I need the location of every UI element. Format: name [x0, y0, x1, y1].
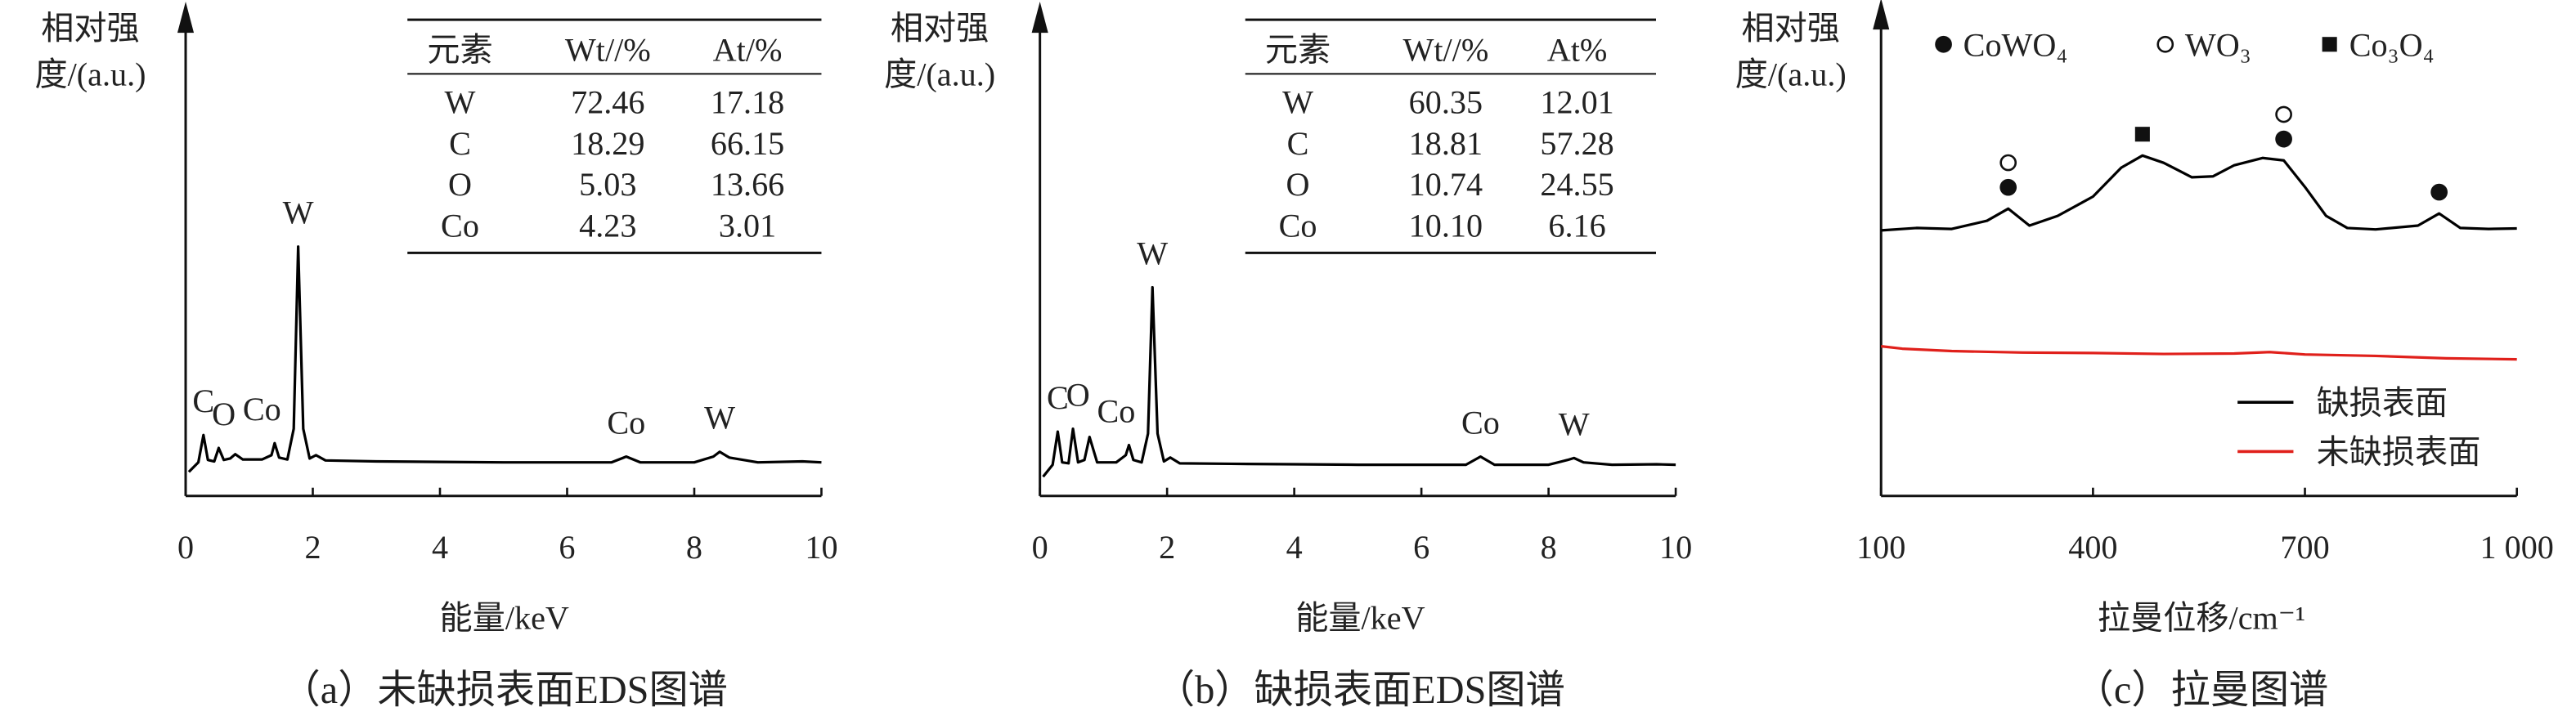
table-header: At% — [1547, 31, 1608, 68]
x-tick-label: 700 — [2280, 529, 2329, 566]
caption: （a）未缺损表面EDS图谱 — [281, 669, 728, 712]
table-cell: 12.01 — [1540, 84, 1613, 121]
table-cell: 10.10 — [1409, 207, 1483, 244]
peak-label: Co — [607, 405, 645, 441]
peak-label: C — [192, 383, 214, 419]
data-line — [187, 245, 822, 473]
peak-marker — [2275, 105, 2292, 123]
peak-marker — [1999, 178, 2017, 196]
table-cell: 18.81 — [1409, 125, 1483, 162]
table-cell: 18.29 — [571, 125, 644, 162]
x-axis-label: 拉曼位移/cm⁻¹ — [2098, 599, 2305, 636]
x-tick-label: 8 — [1541, 529, 1557, 566]
y-axis-arrow — [1873, 0, 1890, 30]
table-cell: 4.23 — [579, 207, 636, 244]
y-axis-label: 相对强 — [1741, 10, 1839, 47]
peak-marker — [2275, 130, 2292, 148]
x-tick-label: 100 — [1856, 529, 1905, 566]
x-tick-label: 0 — [177, 529, 194, 566]
peak-marker — [2430, 183, 2448, 201]
table-header: Wt//% — [1402, 31, 1488, 68]
phase-legend-label: WO₃ — [2185, 26, 2251, 63]
table-cell: 17.18 — [711, 84, 784, 121]
legend-label: 缺损表面 — [2317, 384, 2448, 421]
phase-legend-symbol — [2322, 37, 2337, 52]
table-header: At/% — [713, 31, 783, 68]
peak-label: Co — [1097, 392, 1136, 429]
legend-label: 未缺损表面 — [2317, 434, 2481, 471]
peak-label: O — [1066, 376, 1090, 413]
table-cell: 66.15 — [711, 125, 784, 162]
x-tick-label: 400 — [2068, 529, 2117, 566]
x-tick-label: 4 — [1286, 529, 1303, 566]
y-axis-label: 度/(a.u.) — [34, 56, 146, 92]
x-tick-label: 2 — [1159, 529, 1175, 566]
x-axis-label: 能量/keV — [440, 599, 569, 636]
y-axis-arrow — [177, 2, 195, 34]
table-cell: 10.74 — [1409, 166, 1483, 203]
x-tick-label: 10 — [1659, 529, 1692, 566]
table-cell: Co — [441, 207, 479, 244]
table-cell: 24.55 — [1540, 166, 1613, 203]
table-cell: 13.66 — [711, 166, 784, 203]
x-tick-label: 4 — [432, 529, 448, 566]
x-tick-label: 1 000 — [2480, 529, 2554, 566]
caption: （b）缺损表面EDS图谱 — [1156, 669, 1565, 712]
table-cell: 5.03 — [579, 166, 636, 203]
phase-legend-symbol — [2156, 35, 2174, 53]
peak-label: W — [283, 195, 314, 231]
table-header: 元素 — [427, 31, 492, 68]
x-tick-label: 2 — [304, 529, 321, 566]
x-axis-label: 能量/keV — [1295, 599, 1425, 636]
peak-label: O — [212, 396, 236, 432]
peak-label: W — [1137, 235, 1168, 271]
table-cell: W — [1282, 84, 1313, 121]
y-axis-label: 度/(a.u.) — [1735, 56, 1847, 92]
peak-label: Co — [243, 391, 281, 427]
table-cell: Co — [1279, 207, 1317, 244]
table-header: Wt//% — [565, 31, 651, 68]
table-cell: 57.28 — [1540, 125, 1613, 162]
peak-marker — [1999, 154, 2017, 172]
phase-legend-symbol — [1935, 35, 1952, 53]
table-cell: W — [445, 84, 476, 121]
y-axis-label: 相对强 — [41, 10, 139, 47]
peak-label: C — [1047, 379, 1069, 416]
table-cell: O — [1286, 166, 1310, 203]
table-cell: 3.01 — [719, 207, 776, 244]
caption: （c）拉曼图谱 — [2075, 669, 2329, 712]
table-cell: C — [449, 125, 471, 162]
x-tick-label: 10 — [805, 529, 837, 566]
peak-marker — [2134, 127, 2150, 142]
y-axis-label: 相对强 — [891, 10, 989, 47]
x-tick-label: 0 — [1032, 529, 1048, 566]
x-tick-label: 8 — [686, 529, 702, 566]
x-tick-label: 6 — [559, 529, 575, 566]
table-header: 元素 — [1265, 31, 1331, 68]
y-axis-label: 度/(a.u.) — [884, 56, 995, 92]
data-line — [1881, 154, 2517, 232]
x-tick-label: 6 — [1413, 529, 1429, 566]
data-line — [1042, 285, 1676, 478]
peak-label: W — [1559, 405, 1590, 442]
table-cell: 6.16 — [1548, 207, 1605, 244]
data-line — [1881, 345, 2517, 361]
y-axis-arrow — [1031, 2, 1048, 34]
peak-label: Co — [1461, 405, 1500, 441]
table-cell: 72.46 — [571, 84, 644, 121]
phase-legend-label: Co₃O₄ — [2349, 26, 2435, 63]
phase-legend-label: CoWO₄ — [1963, 26, 2068, 63]
table-cell: C — [1287, 125, 1309, 162]
table-cell: O — [448, 166, 472, 203]
peak-label: W — [704, 400, 735, 436]
table-cell: 60.35 — [1409, 84, 1483, 121]
